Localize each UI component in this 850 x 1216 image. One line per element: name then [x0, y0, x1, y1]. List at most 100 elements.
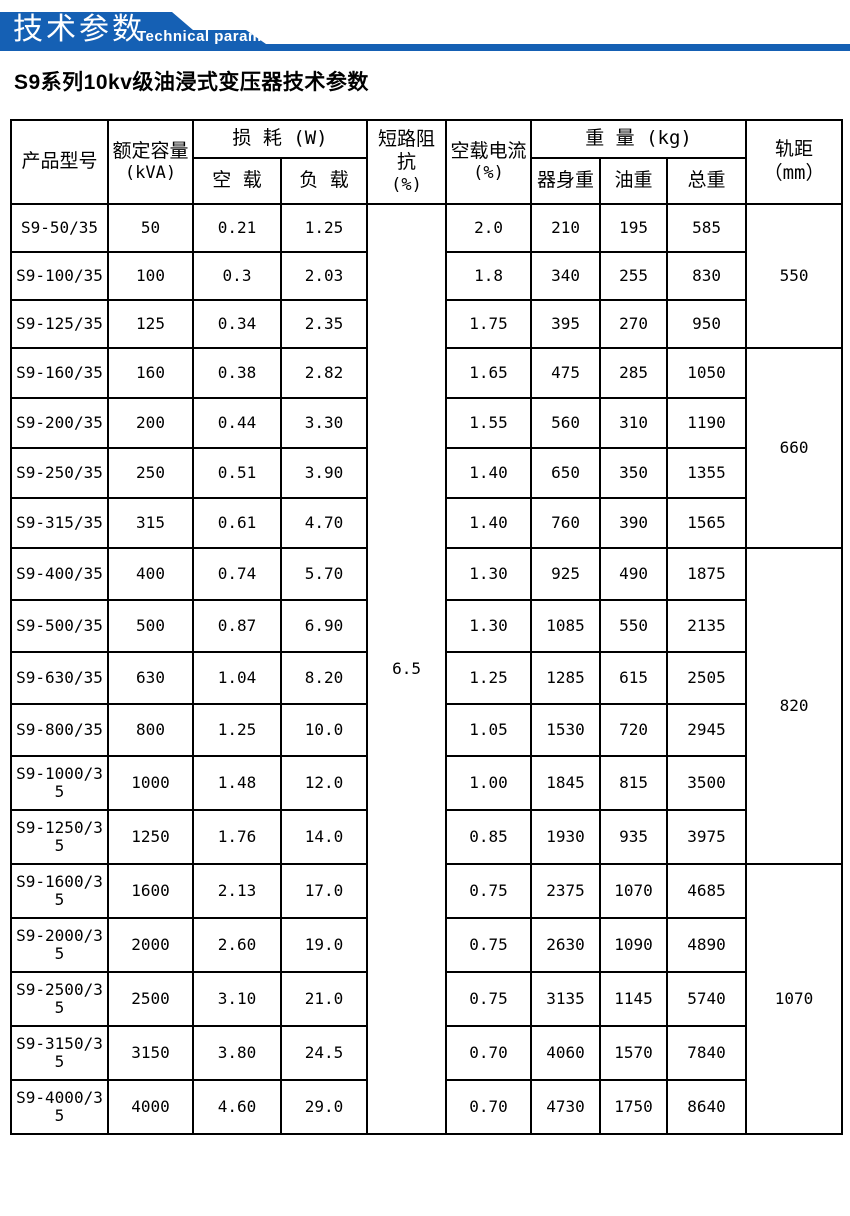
cell-body-weight: 210	[530, 203, 602, 253]
cell-oil-weight: 720	[599, 703, 669, 757]
cell-load-loss: 3.30	[279, 397, 369, 449]
table-header: 产品型号 额定容量 (kVA) 损 耗 (W) 短路阻抗 (%) 空载电流 (%…	[10, 119, 844, 205]
cell-load-loss: 6.90	[279, 599, 369, 653]
cell-no-load-current: 1.65	[445, 347, 533, 399]
cell-no-load-loss: 1.04	[192, 651, 282, 705]
cell-body-weight: 340	[530, 251, 602, 301]
cell-no-load-loss: 2.60	[192, 917, 282, 973]
cell-oil-weight: 255	[599, 251, 669, 301]
header-track-gauge-label: 轨距	[775, 138, 814, 161]
cell-load-loss: 5.70	[279, 547, 369, 601]
cell-rated-capacity: 100	[107, 251, 194, 301]
header-no-load-current-label: 空载电流	[450, 139, 527, 162]
cell-no-load-current: 0.75	[445, 863, 533, 919]
cell-total-weight: 4890	[666, 917, 748, 973]
cell-total-weight: 3500	[666, 755, 748, 811]
cell-short-circuit-impedance: 6.5	[366, 203, 448, 1135]
cell-load-loss: 17.0	[279, 863, 369, 919]
cell-rated-capacity: 400	[107, 547, 194, 601]
cell-track-gauge: 1070	[745, 863, 844, 1135]
cell-oil-weight: 815	[599, 755, 669, 811]
table-row: S9-1250/35 1250 1.76 14.0 0.85 1930 935 3975	[10, 809, 842, 865]
cell-body-weight: 395	[530, 299, 602, 349]
cell-product-model: S9-500/35	[10, 599, 109, 653]
cell-load-loss: 24.5	[279, 1025, 369, 1081]
cell-no-load-current: 1.40	[445, 447, 533, 499]
cell-no-load-loss: 0.34	[192, 299, 282, 349]
table-row: S9-200/35 200 0.44 3.30 1.55 560 310 1190	[10, 397, 842, 449]
cell-oil-weight: 1570	[599, 1025, 669, 1081]
cell-no-load-current: 2.0	[445, 203, 533, 253]
cell-no-load-loss: 1.48	[192, 755, 282, 811]
cell-total-weight: 2505	[666, 651, 748, 705]
cell-body-weight: 650	[530, 447, 602, 499]
header-body-weight: 器身重	[530, 157, 602, 205]
header-product-model: 产品型号	[10, 119, 109, 205]
header-no-load-current-unit: (%)	[473, 163, 504, 184]
cell-no-load-loss: 2.13	[192, 863, 282, 919]
cell-total-weight: 1875	[666, 547, 748, 601]
cell-no-load-loss: 0.61	[192, 497, 282, 549]
cell-no-load-loss: 3.80	[192, 1025, 282, 1081]
cell-product-model: S9-315/35	[10, 497, 109, 549]
cell-rated-capacity: 2500	[107, 971, 194, 1027]
cell-total-weight: 3975	[666, 809, 748, 865]
cell-load-loss: 1.25	[279, 203, 369, 253]
cell-body-weight: 4730	[530, 1079, 602, 1135]
cell-rated-capacity: 1000	[107, 755, 194, 811]
cell-oil-weight: 285	[599, 347, 669, 399]
cell-total-weight: 8640	[666, 1079, 748, 1135]
cell-oil-weight: 1145	[599, 971, 669, 1027]
spec-table: 产品型号 额定容量 (kVA) 损 耗 (W) 短路阻抗 (%) 空载电流 (%…	[10, 119, 844, 1135]
cell-no-load-loss: 0.51	[192, 447, 282, 499]
cell-rated-capacity: 50	[107, 203, 194, 253]
table-row: S9-400/35 400 0.74 5.70 1.30 925 490 1875 820	[10, 547, 844, 865]
cell-rated-capacity: 160	[107, 347, 194, 399]
header-no-load-current: 空载电流 (%)	[445, 119, 533, 205]
cell-body-weight: 1530	[530, 703, 602, 757]
cell-no-load-current: 1.30	[445, 547, 533, 601]
header-load-loss: 负 载	[279, 157, 369, 205]
cell-no-load-current: 1.55	[445, 397, 533, 449]
cell-total-weight: 1355	[666, 447, 748, 499]
cell-total-weight: 1050	[666, 347, 748, 399]
table-row: S9-125/35 125 0.34 2.35 1.75 395 270 950	[10, 299, 842, 349]
cell-no-load-current: 0.85	[445, 809, 533, 865]
cell-body-weight: 2375	[530, 863, 602, 919]
cell-body-weight: 560	[530, 397, 602, 449]
cell-rated-capacity: 2000	[107, 917, 194, 973]
cell-no-load-current: 1.75	[445, 299, 533, 349]
cell-load-loss: 4.70	[279, 497, 369, 549]
table-row: S9-2500/35 2500 3.10 21.0 0.75 3135 1145 5740	[10, 971, 842, 1027]
cell-product-model: S9-100/35	[10, 251, 109, 301]
cell-rated-capacity: 3150	[107, 1025, 194, 1081]
cell-oil-weight: 350	[599, 447, 669, 499]
cell-no-load-loss: 0.3	[192, 251, 282, 301]
cell-body-weight: 760	[530, 497, 602, 549]
cell-rated-capacity: 200	[107, 397, 194, 449]
cell-oil-weight: 935	[599, 809, 669, 865]
header-short-circuit-impedance-unit: (%)	[391, 175, 422, 196]
cell-rated-capacity: 800	[107, 703, 194, 757]
cell-no-load-current: 1.25	[445, 651, 533, 705]
cell-load-loss: 14.0	[279, 809, 369, 865]
cell-body-weight: 1930	[530, 809, 602, 865]
cell-total-weight: 2945	[666, 703, 748, 757]
cell-product-model: S9-250/35	[10, 447, 109, 499]
banner-title-cn: 技术参数	[13, 13, 145, 46]
table-row: S9-630/35 630 1.04 8.20 1.25 1285 615 2505	[10, 651, 842, 705]
cell-no-load-current: 1.40	[445, 497, 533, 549]
table-row: S9-160/35 160 0.38 2.82 1.65 475 285 1050 660	[10, 347, 844, 549]
cell-product-model: S9-50/35	[10, 203, 109, 253]
cell-body-weight: 1285	[530, 651, 602, 705]
cell-rated-capacity: 630	[107, 651, 194, 705]
header-track-gauge-unit: （mm）	[763, 162, 825, 184]
cell-no-load-current: 1.8	[445, 251, 533, 301]
cell-total-weight: 585	[666, 203, 748, 253]
cell-load-loss: 19.0	[279, 917, 369, 973]
cell-total-weight: 830	[666, 251, 748, 301]
cell-product-model: S9-125/35	[10, 299, 109, 349]
table-row: S9-315/35 315 0.61 4.70 1.40 760 390 1565	[10, 497, 842, 549]
cell-oil-weight: 270	[599, 299, 669, 349]
header-short-circuit-impedance-label: 短路阻抗	[378, 127, 436, 174]
